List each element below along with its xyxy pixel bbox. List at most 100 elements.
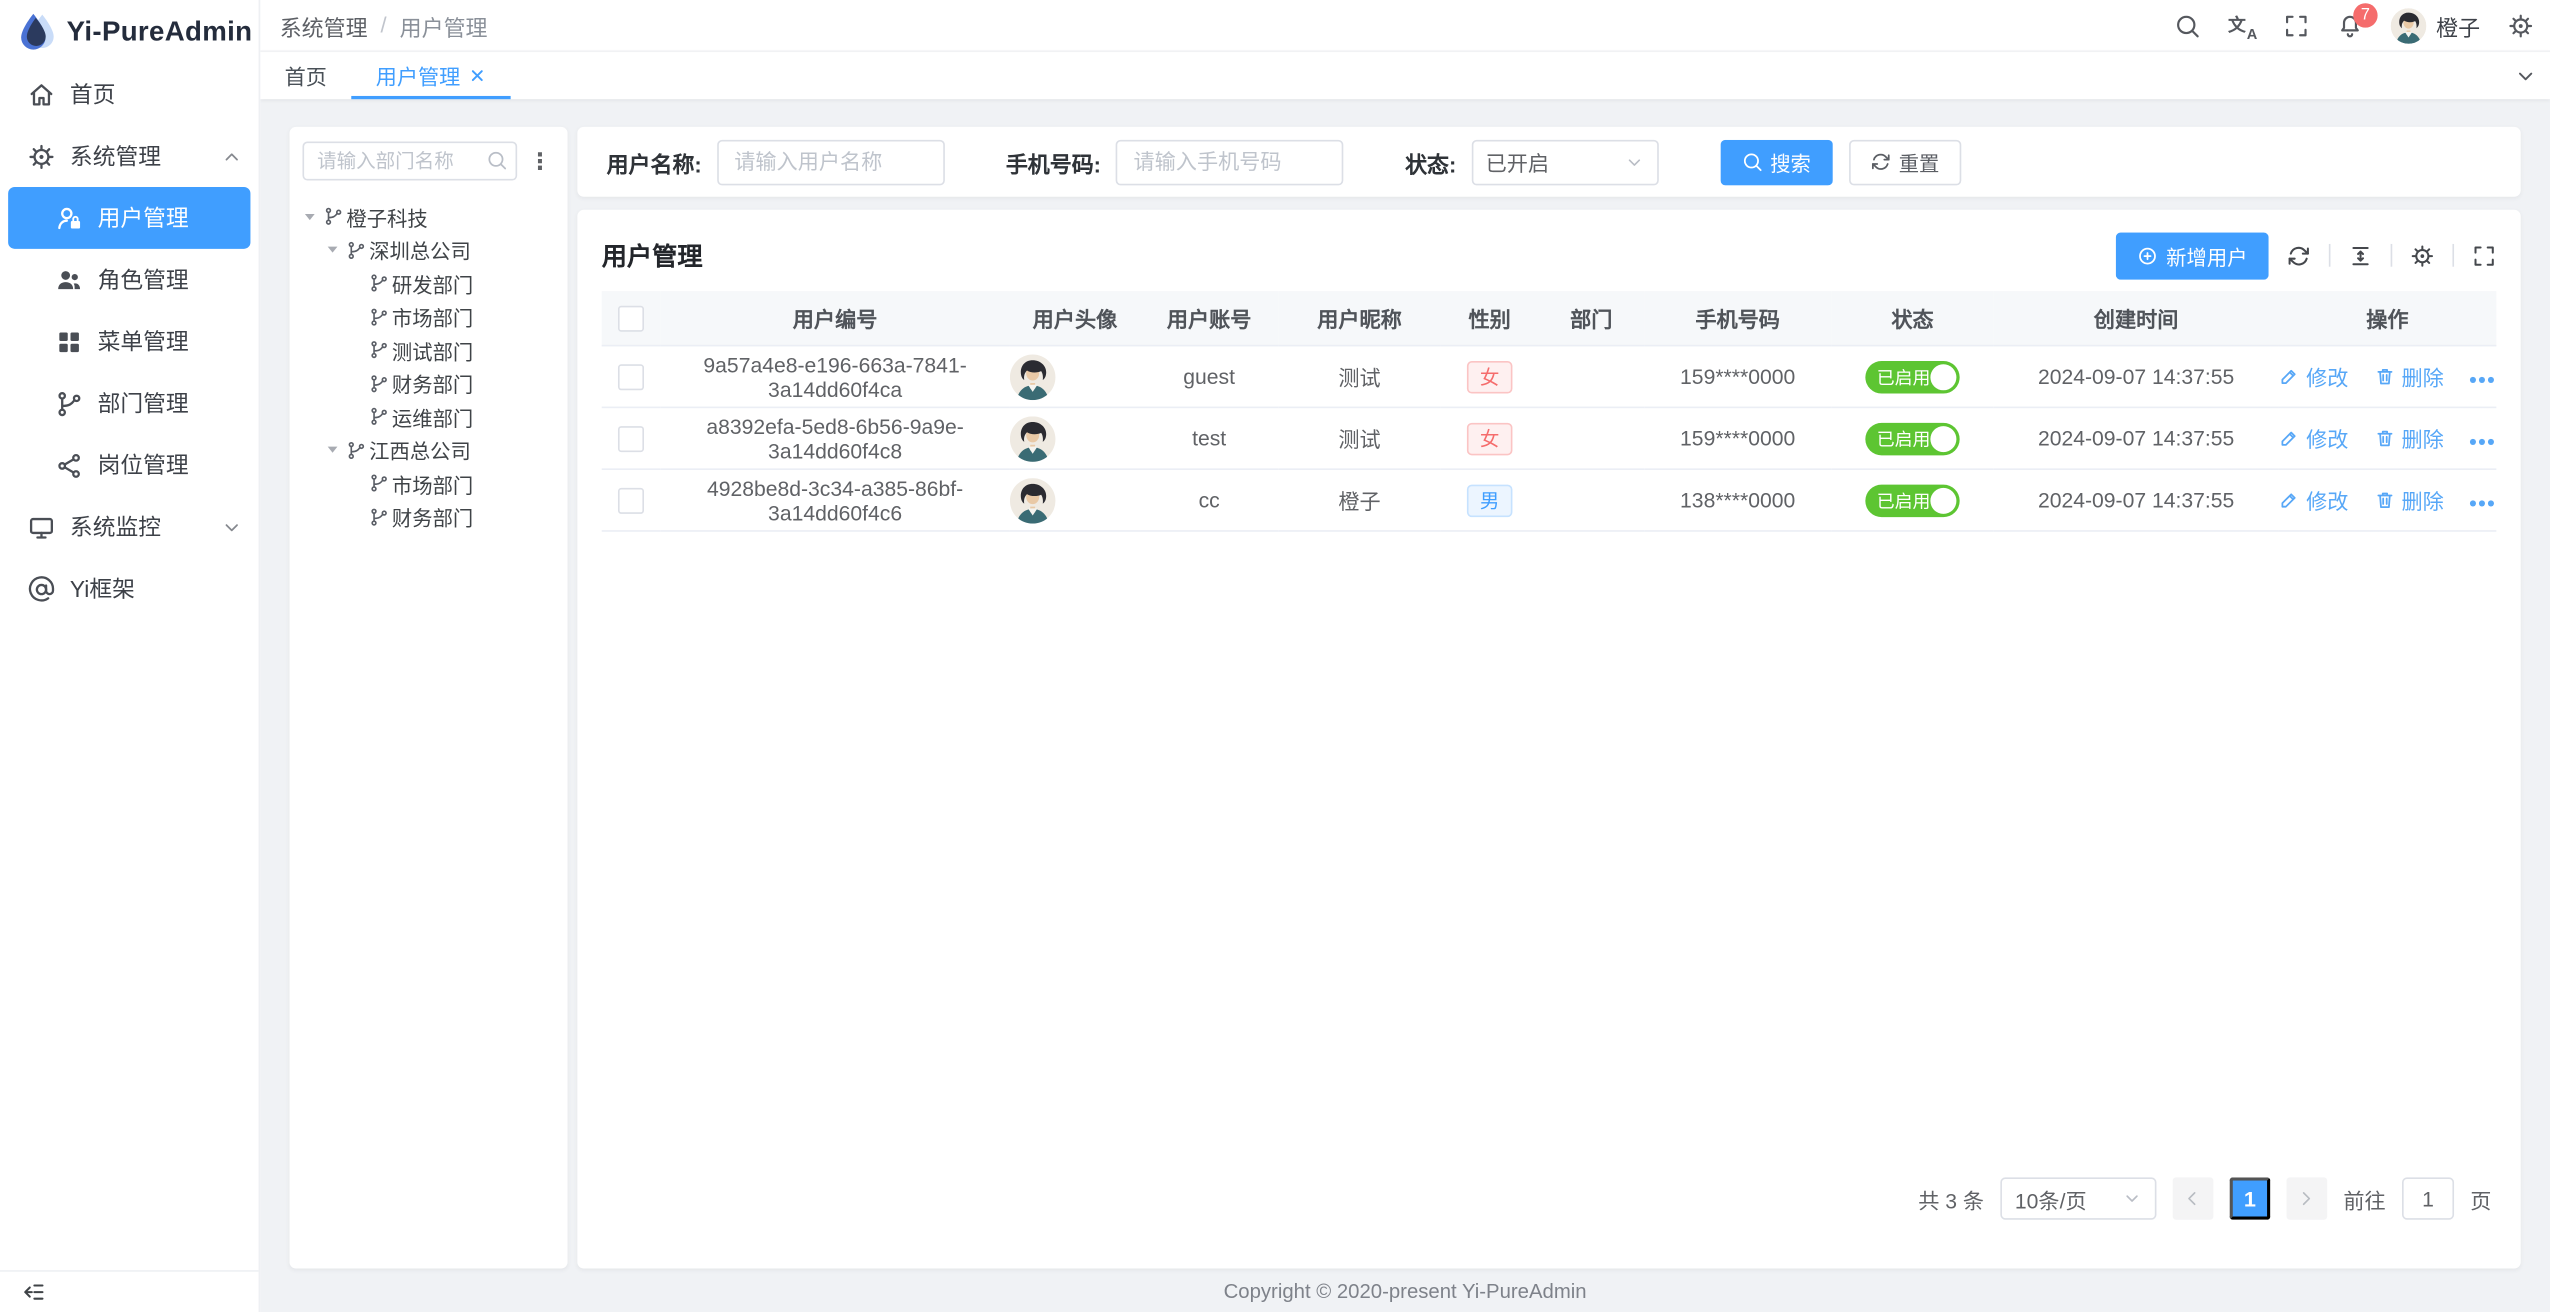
filter-status-group: 状态: 已开启 <box>1405 139 1658 185</box>
sidebar-item-用户管理[interactable]: 用户管理 <box>8 187 251 249</box>
tree-node-测试部门[interactable]: 测试部门 <box>302 333 554 366</box>
table-title: 用户管理 <box>601 243 703 272</box>
edit-link[interactable]: 修改 <box>2278 485 2348 516</box>
tab-user-management-label: 用户管理 <box>375 65 461 90</box>
caret-down-icon[interactable] <box>302 209 323 225</box>
menu-grid-icon <box>55 328 83 356</box>
row-checkbox[interactable] <box>617 425 645 452</box>
more-actions-link[interactable]: ••• <box>2469 367 2497 392</box>
tabs-more-button[interactable] <box>2501 52 2550 99</box>
tree-node-运维部门[interactable]: 运维部门 <box>302 400 554 433</box>
department-search-input[interactable] <box>302 141 518 181</box>
username-input[interactable] <box>716 139 945 185</box>
row-checkbox[interactable] <box>617 363 645 390</box>
tree-node-研发部门[interactable]: 研发部门 <box>302 267 554 300</box>
cell-created: 2024-09-07 14:37:55 <box>1993 345 2279 409</box>
tab-user-management[interactable]: 用户管理 <box>351 52 511 100</box>
notification-badge: 7 <box>2353 2 2378 27</box>
cell-account: guest <box>1140 345 1279 409</box>
delete-link[interactable]: 删除 <box>2374 485 2444 516</box>
tree-node-财务部门[interactable]: 财务部门 <box>302 367 554 400</box>
tree-node-深圳总公司[interactable]: 深圳总公司 <box>302 233 554 266</box>
more-actions-link[interactable]: ••• <box>2469 429 2497 454</box>
sidebar-item-Yi框架[interactable]: Yi框架 <box>0 558 259 620</box>
table-fullscreen-icon[interactable] <box>2472 243 2496 267</box>
page-1-button[interactable]: 1 <box>2229 1177 2271 1220</box>
phone-label: 手机号码: <box>1005 152 1101 177</box>
sidebar-item-label: 首页 <box>69 81 116 108</box>
tab-close-icon[interactable] <box>468 67 486 85</box>
status-switch[interactable]: 已启用 <box>1865 483 1960 517</box>
status-label: 状态: <box>1405 152 1457 177</box>
page-footer: Copyright © 2020-present Yi-PureAdmin <box>260 1268 2550 1312</box>
page-size-select[interactable]: 10条/页 <box>2000 1177 2157 1220</box>
prev-page-button[interactable] <box>2172 1177 2214 1220</box>
more-actions-link[interactable]: ••• <box>2469 491 2497 516</box>
search-button[interactable]: 搜索 <box>1719 139 1833 185</box>
edit-link[interactable]: 修改 <box>2278 361 2348 392</box>
username-label: 用户名称: <box>606 152 702 177</box>
row-checkbox[interactable] <box>617 487 645 514</box>
delete-link[interactable]: 删除 <box>2374 361 2444 392</box>
row-density-icon[interactable] <box>2348 243 2372 267</box>
search-icon[interactable] <box>2174 12 2200 38</box>
sidebar-item-系统管理[interactable]: 系统管理 <box>0 125 259 187</box>
tree-node-label: 财务部门 <box>391 374 474 398</box>
caret-down-icon[interactable] <box>325 442 346 458</box>
tree-node-橙子科技[interactable]: 橙子科技 <box>302 200 554 233</box>
cell-user-id: a8392efa-5ed8-6b56-9a9e-3a14dd60f4c8 <box>660 407 1010 470</box>
sidebar-item-角色管理[interactable]: 角色管理 <box>0 249 259 311</box>
sidebar-item-部门管理[interactable]: 部门管理 <box>0 372 259 434</box>
filter-username-group: 用户名称: <box>606 139 945 185</box>
tree-node-江西总公司[interactable]: 江西总公司 <box>302 433 554 466</box>
goto-page-input[interactable] <box>2401 1177 2455 1220</box>
collapse-sidebar-icon[interactable] <box>21 1280 45 1304</box>
tab-home[interactable]: 首页 <box>260 52 351 99</box>
department-icon <box>55 389 83 417</box>
column-settings-icon[interactable] <box>2410 243 2434 267</box>
next-page-button[interactable] <box>2286 1177 2328 1220</box>
cell-department <box>1538 469 1645 532</box>
tree-node-市场部门[interactable]: 市场部门 <box>302 467 554 500</box>
sidebar-item-系统监控[interactable]: 系统监控 <box>0 496 259 558</box>
status-select[interactable]: 已开启 <box>1470 139 1658 185</box>
cell-phone: 159****0000 <box>1644 345 1832 409</box>
tree-node-财务部门[interactable]: 财务部门 <box>302 500 554 533</box>
sidebar-item-岗位管理[interactable]: 岗位管理 <box>0 434 259 496</box>
tree-node-市场部门[interactable]: 市场部门 <box>302 300 554 333</box>
reset-button[interactable]: 重置 <box>1848 139 1961 185</box>
settings-gear-icon[interactable] <box>2508 12 2534 38</box>
cell-created: 2024-09-07 14:37:55 <box>1993 469 2279 532</box>
sidebar-item-首页[interactable]: 首页 <box>0 63 259 125</box>
department-node-icon <box>324 207 344 227</box>
monitor-icon <box>28 513 56 541</box>
tree-node-label: 江西总公司 <box>369 441 471 464</box>
app-logo-icon <box>16 11 55 53</box>
tree-more-icon[interactable]: ⋮ <box>528 147 552 175</box>
copyright-text: Copyright © 2020-present Yi-PureAdmin <box>1223 1279 1587 1302</box>
edit-link[interactable]: 修改 <box>2278 423 2348 454</box>
cell-nickname: 测试 <box>1278 345 1441 409</box>
fullscreen-icon[interactable] <box>2283 12 2309 38</box>
add-user-button[interactable]: 新增用户 <box>2115 231 2269 279</box>
user-menu[interactable]: 橙子 <box>2390 7 2480 44</box>
department-node-icon <box>369 507 389 527</box>
sidebar-item-label: Yi框架 <box>69 575 135 602</box>
refresh-icon[interactable] <box>2287 243 2311 267</box>
caret-down-icon[interactable] <box>325 242 346 258</box>
select-all-checkbox[interactable] <box>617 305 645 332</box>
status-switch[interactable]: 已启用 <box>1865 422 1960 455</box>
tree-node-label: 橙子科技 <box>346 207 428 231</box>
row-avatar <box>1009 353 1140 400</box>
sidebar-item-菜单管理[interactable]: 菜单管理 <box>0 311 259 373</box>
notification-bell-icon[interactable]: 7 <box>2337 2 2378 38</box>
department-node-icon <box>369 307 389 327</box>
reset-button-label: 重置 <box>1898 152 1940 176</box>
phone-input[interactable] <box>1115 139 1344 185</box>
status-switch[interactable]: 已启用 <box>1865 360 1960 393</box>
delete-link[interactable]: 删除 <box>2374 423 2444 454</box>
logo-row[interactable]: Yi-PureAdmin <box>0 8 259 57</box>
breadcrumb-parent[interactable]: 系统管理 <box>279 15 368 40</box>
